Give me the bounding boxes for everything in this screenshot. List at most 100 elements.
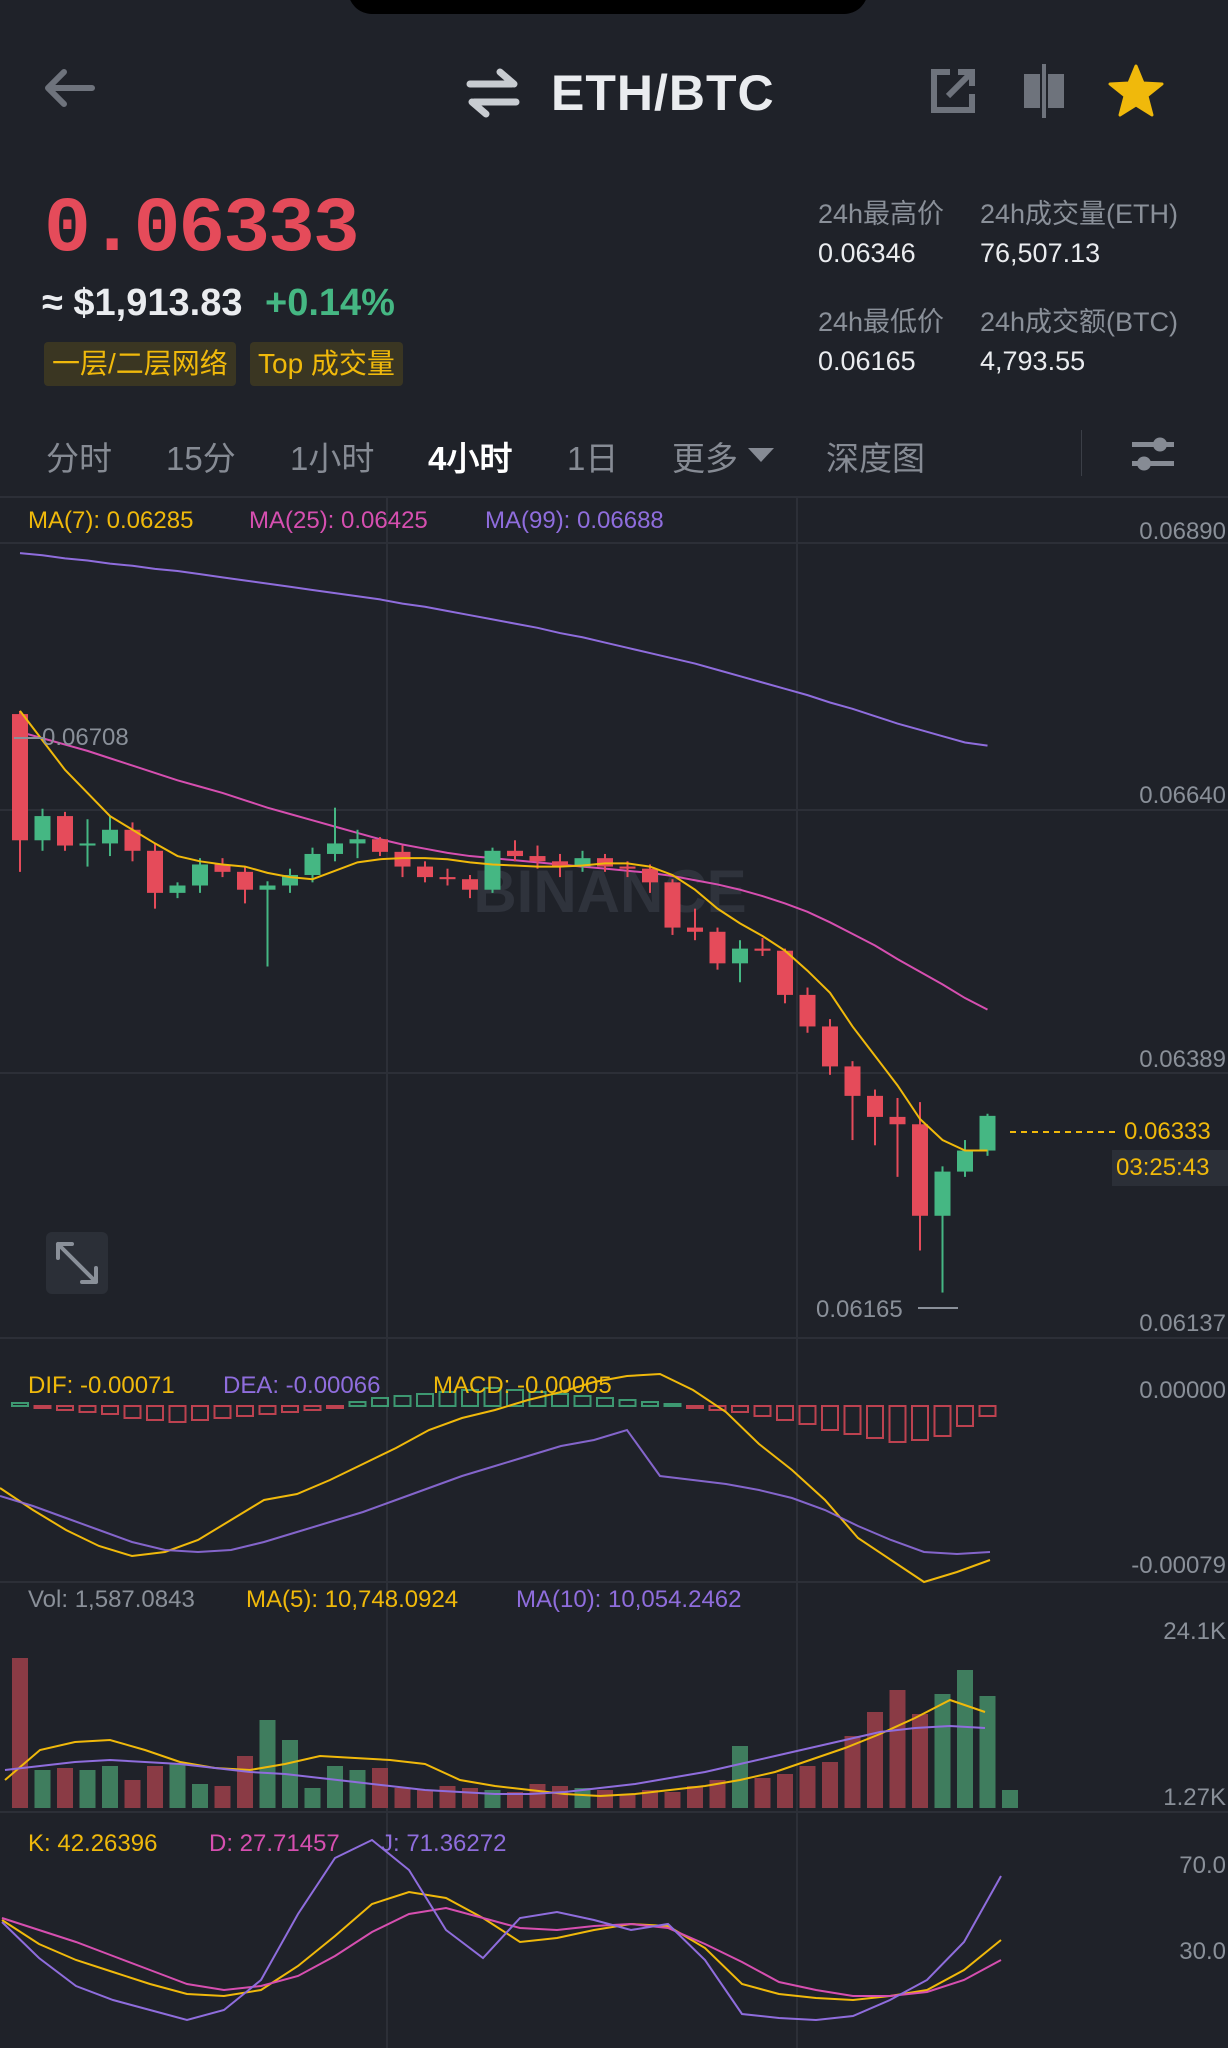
candle-body	[979, 1115, 996, 1151]
chart-top-border	[0, 496, 1228, 498]
candle-body	[304, 853, 321, 875]
volume-bar	[754, 1778, 771, 1808]
volume-bar	[349, 1770, 366, 1808]
candles-group	[12, 710, 996, 1293]
swap-arrows-icon[interactable]	[466, 68, 520, 118]
macd-axis-bottom: -0.00079	[1131, 1552, 1226, 1579]
tab-time[interactable]: 分时	[46, 440, 112, 477]
macd-bar	[776, 1405, 794, 1421]
volume-bar	[1002, 1790, 1018, 1808]
tab-1d[interactable]: 1日	[567, 440, 619, 477]
volume-bar	[777, 1774, 793, 1808]
candle-body	[79, 843, 96, 846]
high-value: 0.06346	[818, 238, 916, 268]
candlestick-icon[interactable]	[1020, 62, 1068, 120]
candle-body	[12, 714, 28, 841]
candle-body	[169, 885, 186, 893]
axis-price-4: 0.06137	[1139, 1310, 1226, 1337]
macd-bar	[303, 1405, 322, 1411]
ma99-line-group	[19, 552, 988, 747]
volume-bar	[912, 1714, 928, 1808]
macd-bar	[731, 1405, 749, 1413]
macd-bar	[506, 1389, 524, 1407]
tab-1h[interactable]: 1小时	[290, 440, 375, 477]
back-arrow-icon[interactable]	[40, 66, 96, 110]
kdj-axis-bottom: 30.0	[1179, 1938, 1226, 1965]
volume-bar	[304, 1788, 321, 1808]
caret-down-icon[interactable]	[746, 446, 776, 464]
candle-body	[372, 839, 388, 852]
share-icon[interactable]	[928, 66, 978, 116]
expand-icon[interactable]	[46, 1232, 108, 1294]
tab-depth[interactable]: 深度图	[826, 440, 925, 477]
low-label: 24h最低价	[818, 307, 945, 337]
volume-bar	[237, 1756, 253, 1808]
volume-bar	[57, 1768, 73, 1808]
kdj-k-line	[1, 1890, 1002, 2002]
tab-more[interactable]: 更多	[672, 440, 738, 477]
ma7-label: MA(7): 0.06285	[28, 507, 194, 534]
candle-body	[57, 816, 73, 846]
kdj-axis-top: 70.0	[1179, 1852, 1226, 1879]
macd-bar	[866, 1405, 884, 1439]
volume-bar	[259, 1720, 276, 1808]
volume-bar	[439, 1786, 456, 1808]
volume-label: Vol: 1,587.0843	[28, 1586, 195, 1613]
volume-bar	[822, 1762, 838, 1808]
volume-bar	[619, 1794, 636, 1808]
volume-bar	[394, 1788, 411, 1808]
macd-bar	[798, 1405, 817, 1425]
candle-body	[124, 829, 141, 851]
tab-15m[interactable]: 15分	[166, 440, 236, 477]
kdj-j-label: J: 71.36272	[381, 1830, 507, 1857]
star-icon[interactable]	[1108, 64, 1164, 118]
volume-bar	[214, 1786, 231, 1808]
candle-body	[394, 851, 411, 867]
volume-bar	[529, 1784, 546, 1808]
ma25-label: MA(25): 0.06425	[249, 507, 428, 534]
current-price-label: 0.06333	[1124, 1118, 1211, 1145]
pair-title[interactable]: ETH/BTC	[551, 65, 775, 121]
ma7-line	[19, 710, 988, 1152]
candle-body	[439, 877, 456, 880]
phone-notch	[348, 0, 868, 14]
candle-body	[777, 950, 793, 995]
candle-body	[574, 858, 591, 867]
ma7-line-group	[19, 710, 988, 1152]
volume-bar	[799, 1766, 816, 1808]
macd-bar	[956, 1405, 974, 1427]
settings-sliders-icon[interactable]	[1130, 432, 1176, 476]
tag-layer-network[interactable]: 一层/二层网络	[44, 342, 236, 386]
usd-price: ≈ $1,913.83	[42, 282, 243, 324]
tab-4h[interactable]: 4小时	[428, 440, 513, 477]
candle-body	[102, 829, 118, 844]
candle-body	[799, 994, 816, 1027]
kdj-group	[1, 1838, 1002, 2022]
candle-body	[732, 948, 748, 964]
candle-body	[844, 1066, 861, 1096]
volume-axis-bottom: 1.27K	[1163, 1784, 1226, 1811]
candle-body	[214, 864, 231, 872]
volume-bar	[934, 1694, 951, 1808]
countdown-bg	[1112, 1150, 1228, 1186]
volume-bar	[979, 1696, 996, 1808]
macd-bar	[213, 1405, 232, 1419]
high-marker-label: 0.06708	[42, 724, 129, 751]
tag-top-volume[interactable]: Top 成交量	[250, 342, 403, 386]
volume-bar	[867, 1712, 883, 1808]
macd-bar	[416, 1393, 434, 1407]
volume-bar	[147, 1766, 163, 1808]
macd-bar	[483, 1387, 502, 1407]
macd-bar	[11, 1402, 29, 1407]
volume-bar	[462, 1788, 478, 1808]
volume-bar	[507, 1792, 523, 1808]
macd-bar	[191, 1405, 209, 1421]
volume-bar	[417, 1790, 433, 1808]
macd-bar	[843, 1405, 862, 1435]
macd-bar	[78, 1405, 97, 1413]
candle-body	[484, 850, 501, 890]
vol-eth-value: 76,507.13	[980, 238, 1101, 268]
vol-eth-label: 24h成交量(ETH)	[980, 199, 1179, 229]
volume-bar	[102, 1766, 118, 1808]
